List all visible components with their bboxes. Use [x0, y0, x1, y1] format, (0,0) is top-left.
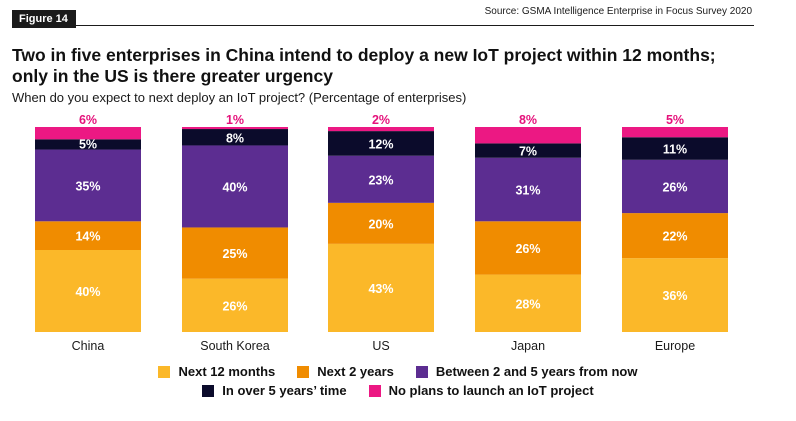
category-label-south-korea: South Korea — [200, 339, 270, 353]
bar-china-no-plans — [35, 127, 141, 140]
chart-title-line-2: only in the US is there greater urgency — [12, 66, 333, 86]
bar-south-korea-next-12-months — [182, 278, 288, 332]
value-label-europe-over-5: 11% — [663, 143, 687, 157]
bar-japan-next-2-years — [475, 221, 581, 275]
bar-japan-between-2-5 — [475, 157, 581, 222]
value-label-south-korea-next-2-years: 25% — [222, 247, 247, 261]
bar-europe-between-2-5 — [622, 159, 728, 214]
bar-us-between-2-5 — [328, 155, 434, 203]
bar-us-no-plans — [328, 127, 434, 132]
value-label-japan-between-2-5: 31% — [515, 184, 540, 198]
value-label-europe-between-2-5: 26% — [662, 180, 687, 194]
value-label-europe-no-plans: 5% — [666, 113, 684, 127]
bar-us-over-5 — [328, 131, 434, 156]
value-label-japan-over-5: 7% — [519, 145, 537, 159]
bar-europe-over-5 — [622, 137, 728, 160]
figure-label: Figure 14 — [12, 10, 76, 28]
value-label-us-next-2-years: 20% — [368, 217, 393, 231]
legend-swatch-between-2-5 — [415, 365, 428, 378]
bar-japan-next-12-months — [475, 274, 581, 332]
value-label-south-korea-no-plans: 1% — [226, 113, 244, 127]
value-label-japan-no-plans: 8% — [519, 113, 537, 127]
bar-us-next-12-months — [328, 243, 434, 332]
legend-swatch-next-2-years — [297, 365, 310, 378]
legend-swatch-no-plans — [368, 384, 381, 397]
value-label-south-korea-next-12-months: 26% — [222, 299, 247, 313]
legend-label-between-2-5: Between 2 and 5 years from now — [435, 364, 638, 379]
chart-title: Two in five enterprises in China intend … — [12, 45, 772, 87]
bar-south-korea-between-2-5 — [182, 145, 288, 228]
chart-subtitle: When do you expect to next deploy an IoT… — [12, 90, 467, 105]
category-label-us: US — [372, 339, 389, 353]
bar-south-korea-over-5 — [182, 129, 288, 146]
value-label-south-korea-between-2-5: 40% — [222, 180, 247, 194]
value-label-south-korea-over-5: 8% — [226, 131, 244, 145]
bar-europe-next-2-years — [622, 213, 728, 259]
bar-south-korea-no-plans — [182, 127, 288, 130]
legend-label-next-12-months: Next 12 months — [178, 364, 276, 379]
value-label-us-no-plans: 2% — [372, 113, 390, 127]
legend-row-2: In over 5 years’ time No plans to launch… — [0, 383, 796, 398]
bar-europe-next-12-months — [622, 258, 728, 332]
bar-china-next-12-months — [35, 250, 141, 332]
value-label-us-next-12-months: 43% — [368, 282, 393, 296]
legend-item-next-2-years: Next 2 years — [297, 364, 394, 379]
bar-china-between-2-5 — [35, 149, 141, 222]
bar-europe-no-plans — [622, 127, 728, 138]
bar-japan-over-5 — [475, 143, 581, 158]
category-label-china: China — [72, 339, 105, 353]
value-label-china-over-5: 5% — [79, 137, 97, 151]
top-rule — [12, 25, 754, 26]
value-label-china-next-12-months: 40% — [75, 285, 100, 299]
legend-swatch-over-5 — [202, 384, 215, 397]
value-label-europe-next-2-years: 22% — [662, 230, 687, 244]
value-label-china-between-2-5: 35% — [75, 179, 100, 193]
value-label-us-over-5: 12% — [368, 137, 393, 151]
legend-item-between-2-5: Between 2 and 5 years from now — [415, 364, 638, 379]
legend-label-next-2-years: Next 2 years — [317, 364, 394, 379]
value-label-japan-next-2-years: 26% — [515, 242, 540, 256]
legend-row-1: Next 12 months Next 2 years Between 2 an… — [0, 364, 796, 379]
legend-item-over-5: In over 5 years’ time — [202, 383, 347, 398]
category-label-europe: Europe — [655, 339, 695, 353]
value-label-europe-next-12-months: 36% — [662, 289, 687, 303]
legend-item-no-plans: No plans to launch an IoT project — [368, 383, 594, 398]
chart-title-line-1: Two in five enterprises in China intend … — [12, 45, 716, 65]
value-label-us-between-2-5: 23% — [368, 173, 393, 187]
bar-us-next-2-years — [328, 202, 434, 244]
bar-japan-no-plans — [475, 127, 581, 144]
value-label-china-next-2-years: 14% — [75, 230, 100, 244]
legend-swatch-next-12-months — [158, 365, 171, 378]
legend-label-over-5: In over 5 years’ time — [222, 383, 347, 398]
value-label-japan-next-12-months: 28% — [515, 297, 540, 311]
value-label-china-no-plans: 6% — [79, 113, 97, 127]
legend-item-next-12-months: Next 12 months — [158, 364, 275, 379]
bar-south-korea-next-2-years — [182, 227, 288, 279]
bar-china-over-5 — [35, 139, 141, 150]
category-label-japan: Japan — [511, 339, 545, 353]
legend-label-no-plans: No plans to launch an IoT project — [388, 383, 594, 398]
source-note: Source: GSMA Intelligence Enterprise in … — [484, 6, 752, 17]
bar-china-next-2-years — [35, 221, 141, 250]
